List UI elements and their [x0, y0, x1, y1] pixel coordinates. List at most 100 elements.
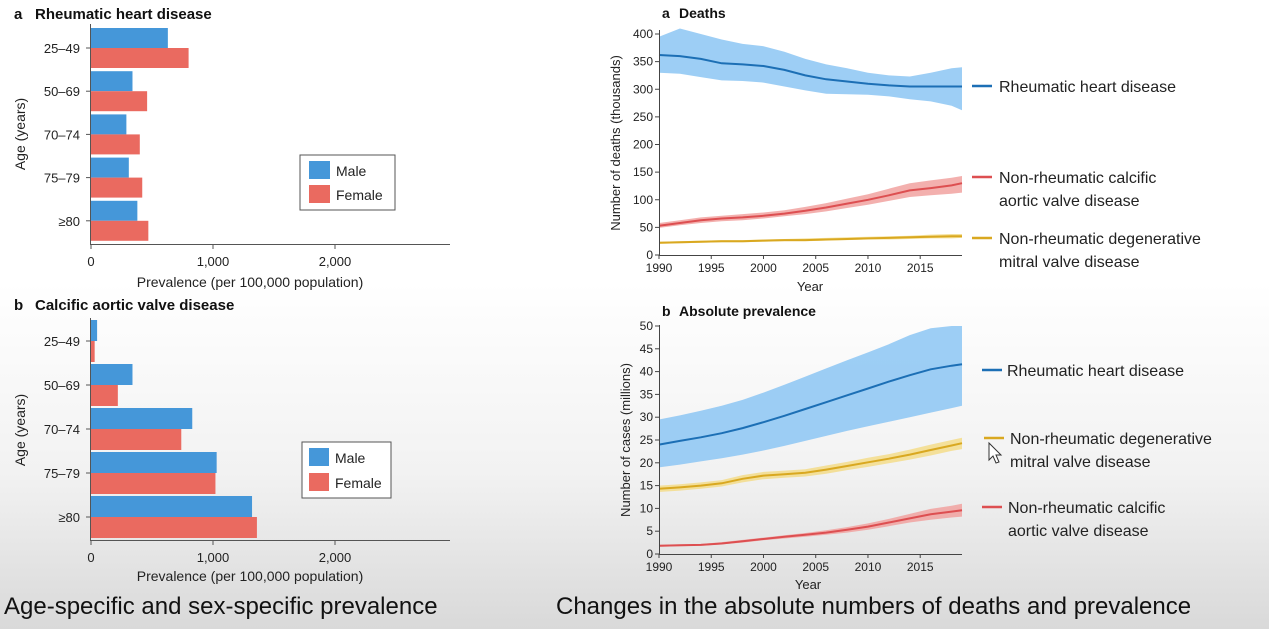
line-rhd — [658, 363, 963, 446]
x-tick-label: 2,000 — [319, 254, 352, 269]
x-axis-label: Prevalence (per 100,000 population) — [137, 568, 364, 584]
rhd-bar-chart: a Rheumatic heart disease 0 1,000 2,000 25… — [12, 6, 450, 290]
bar-male-4 — [91, 496, 253, 517]
y-category-label: 25–49 — [44, 41, 80, 56]
legend-label-female: Female — [335, 475, 382, 491]
confidence-bands — [659, 28, 962, 244]
y-tick-label: 15 — [640, 479, 654, 493]
y-ticks: 0 50 100 150 200 250 300 350 400 — [633, 27, 659, 262]
legend-swatch-female — [309, 473, 329, 491]
y-tick-label: 200 — [633, 138, 653, 152]
x-axis-label: Year — [795, 577, 822, 592]
caption-left: Age-specific and sex-specific prevalence — [4, 593, 438, 620]
legend-swatch-male — [309, 448, 329, 466]
x-tick-label: 2000 — [750, 560, 777, 574]
y-tick-label: 50 — [640, 319, 654, 333]
panel-letter: b — [14, 297, 23, 314]
y-category-label: ≥80 — [58, 510, 80, 525]
y-tick-label: 350 — [633, 55, 653, 69]
y-tick-label: 300 — [633, 82, 653, 96]
series-lines — [658, 363, 963, 547]
y-tick-label: 400 — [633, 27, 653, 41]
chart-title: Deaths — [679, 5, 726, 21]
y-tick-label: 45 — [640, 342, 654, 356]
y-tick-label: 100 — [633, 193, 653, 207]
caption-right: Changes in the absolute numbers of death… — [556, 593, 1192, 620]
series-label-cavd-line2: aortic valve disease — [1008, 523, 1149, 540]
band-cavd — [659, 176, 962, 228]
y-category-label: 50–69 — [44, 84, 80, 99]
y-axis-label: Number of cases (millions) — [618, 363, 633, 517]
x-tick-label: 1995 — [698, 261, 725, 275]
band-rhd — [659, 28, 962, 111]
y-axis-label: Age (years) — [12, 394, 28, 466]
x-tick-label: 0 — [87, 254, 94, 269]
y-category-label: 70–74 — [44, 127, 80, 142]
y-category-label: 75–79 — [44, 466, 80, 481]
bar-female-2 — [91, 134, 140, 155]
series-label-rhd: Rheumatic heart disease — [1007, 363, 1184, 380]
bar-male-1 — [91, 364, 133, 385]
bar-male-3 — [91, 157, 129, 178]
line-cavd — [658, 182, 963, 227]
band-dmvd — [659, 437, 962, 492]
y-tick-label: 50 — [640, 220, 654, 234]
y-tick-label: 30 — [640, 410, 654, 424]
bar-male-2 — [91, 408, 193, 429]
bar-female-4 — [91, 220, 149, 241]
bar-female-2 — [91, 429, 182, 450]
y-ticks: 0 5 10 15 20 25 30 35 40 45 50 — [640, 319, 659, 561]
bar-female-4 — [91, 517, 257, 538]
bars-group — [91, 28, 189, 241]
series-lines — [658, 54, 963, 244]
bar-female-3 — [91, 177, 143, 198]
x-tick-label: 1990 — [646, 261, 673, 275]
series-label-dmvd-line2: mitral valve disease — [1010, 454, 1151, 471]
legend: Male Female — [301, 441, 392, 499]
y-tick-label: 0 — [646, 248, 653, 262]
x-tick-label: 2000 — [750, 261, 777, 275]
x-tick-label: 0 — [87, 550, 94, 565]
x-ticks: 0 1,000 2,000 — [87, 244, 351, 269]
y-axis-label: Age (years) — [12, 98, 28, 170]
panel-letter: a — [662, 5, 670, 21]
x-tick-label: 1990 — [646, 560, 673, 574]
bar-female-1 — [91, 91, 148, 112]
chart-title: Calcific aortic valve disease — [35, 297, 234, 314]
band-rhd — [659, 326, 962, 468]
x-axis-label: Prevalence (per 100,000 population) — [137, 274, 364, 290]
y-tick-label: 20 — [640, 456, 654, 470]
chart-title: Absolute prevalence — [679, 303, 816, 319]
confidence-bands — [659, 326, 962, 547]
x-ticks: 1990 1995 2000 2005 2010 2015 — [646, 554, 934, 574]
x-tick-label: 2,000 — [319, 550, 352, 565]
y-category-label: 25–49 — [44, 334, 80, 349]
bar-male-2 — [91, 114, 127, 135]
series-labels: Rheumatic heart disease Non-rheumatic ca… — [972, 79, 1201, 271]
line-dmvd — [658, 235, 962, 244]
cavd-bar-chart: b Calcific aortic valve disease 0 1,000 2,… — [12, 297, 450, 584]
y-tick-label: 150 — [633, 165, 653, 179]
x-tick-label: 2005 — [802, 560, 829, 574]
x-axis-label: Year — [797, 279, 824, 294]
series-label-cavd-line2: aortic valve disease — [999, 193, 1140, 210]
bar-female-3 — [91, 473, 216, 494]
series-label-cavd-line1: Non-rheumatic calcific — [999, 170, 1156, 187]
x-tick-label: 1,000 — [197, 550, 230, 565]
y-tick-label: 0 — [646, 547, 653, 561]
series-labels: Rheumatic heart disease Non-rheumatic de… — [982, 363, 1212, 540]
series-label-dmvd-line1: Non-rheumatic degenerative — [999, 231, 1201, 248]
legend-label-female: Female — [336, 187, 383, 203]
bar-female-0 — [91, 48, 189, 68]
x-tick-label: 1995 — [698, 560, 725, 574]
line-cavd — [658, 509, 963, 547]
bars-group — [91, 320, 257, 538]
mouse-cursor-icon — [988, 441, 1003, 464]
panel-letter: a — [14, 6, 23, 23]
series-label-dmvd-line1: Non-rheumatic degenerative — [1010, 431, 1212, 448]
bar-male-4 — [91, 200, 138, 221]
y-tick-label: 5 — [646, 524, 653, 538]
y-category-labels: 25–49 50–69 70–74 75–79 ≥80 — [44, 334, 91, 525]
y-tick-label: 10 — [640, 501, 654, 515]
